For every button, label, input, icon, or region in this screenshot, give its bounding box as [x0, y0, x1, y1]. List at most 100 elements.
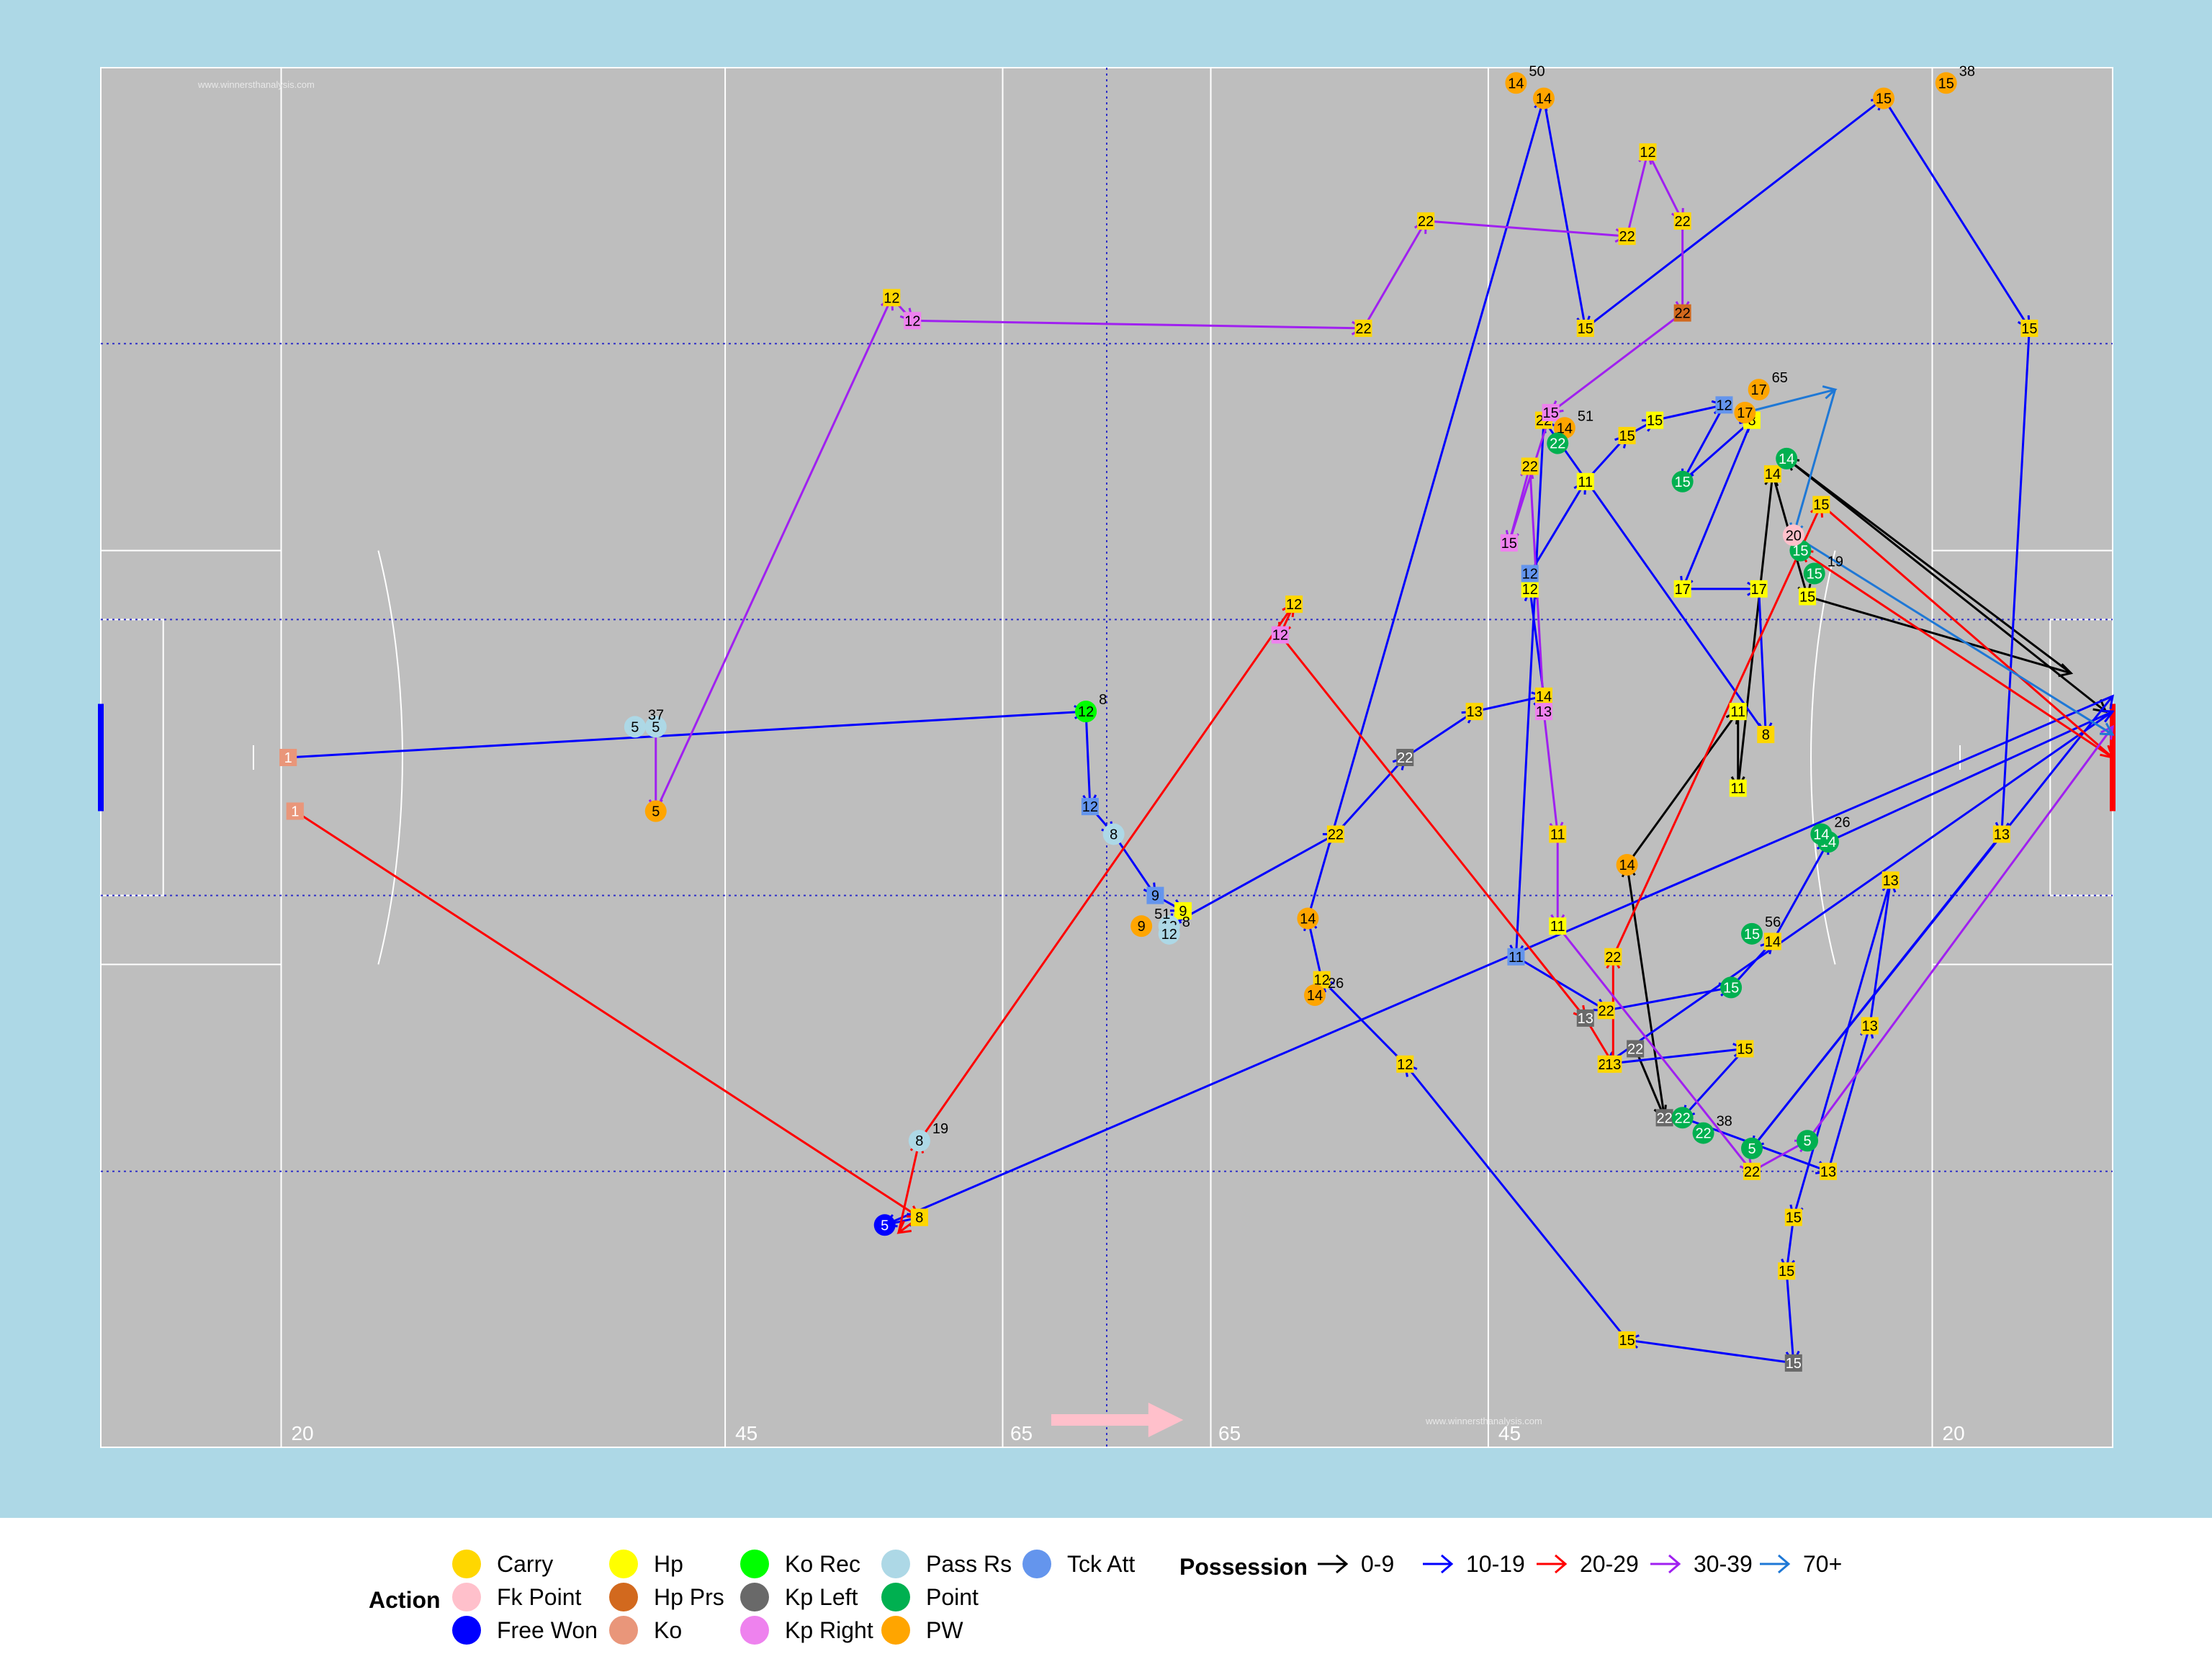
path-1-seg-7: [1334, 756, 1406, 835]
legend-label: Free Won: [497, 1617, 598, 1643]
mark-1-33-dot: [1861, 1017, 1879, 1035]
legend-swatch: [740, 1583, 769, 1611]
zone-gridlines: [101, 68, 2113, 1447]
mark-1-46-label: 13: [1994, 827, 2010, 842]
legend-label: 10-19: [1466, 1550, 1525, 1577]
distance-label-2: 65: [1010, 1422, 1033, 1444]
mark-3-16-dot: [1743, 1162, 1761, 1180]
mark-1-10-dot: [1534, 687, 1552, 705]
mark-1-3-dot: [1102, 823, 1125, 845]
path-2-seg-0: [294, 810, 920, 1218]
path-1-seg-1: [1084, 711, 1092, 807]
mark-3-8-dot: [1673, 212, 1691, 230]
mark-1-15-dot: [1646, 411, 1664, 429]
marker-3-note: 8: [1182, 914, 1190, 930]
distance-label-4: 45: [1498, 1422, 1521, 1444]
mark-1-33-label: 13: [1862, 1019, 1878, 1035]
distance-label-3: 65: [1218, 1422, 1241, 1444]
legend-action-hp-prs: Hp Prs: [609, 1583, 724, 1611]
marker-1-dot: [1075, 701, 1097, 723]
marker-4-dot: [908, 1130, 930, 1152]
path-1-seg-43: [1584, 97, 1884, 330]
marker-2-label: 9: [1138, 919, 1146, 935]
legend-possession-70-: 70+: [1757, 1550, 1842, 1578]
marker-14-label: 14: [1307, 988, 1323, 1004]
path-4-arrow-2: [2099, 722, 2115, 736]
mark-1-16-label: 12: [1716, 397, 1732, 413]
marker-5-label: 14: [1508, 76, 1524, 91]
distance-label-0: 20: [291, 1422, 313, 1444]
marker-15-dot: [279, 749, 297, 766]
marker-8-label: 14: [1557, 421, 1573, 436]
legend-label: Ko Rec: [785, 1550, 860, 1577]
legend-swatch: [452, 1583, 481, 1611]
left-arc: [377, 550, 403, 965]
marker-1-label: 12: [1078, 704, 1094, 720]
path-1-seg-45: [2000, 328, 2031, 835]
mark-3-13-dot: [1534, 703, 1552, 721]
path-1-seg-37: [1627, 1339, 1794, 1364]
marker-10-note: 19: [1827, 554, 1843, 570]
mark-3-10-dot: [1542, 404, 1560, 421]
path-1-seg-21: [1542, 419, 1767, 735]
mark-2-9-dot: [1812, 495, 1830, 513]
legend-swatch: [881, 1616, 910, 1645]
mark-2-8-dot: [1604, 948, 1622, 966]
path-3-seg-1: [655, 297, 893, 812]
marker-6-note: 38: [1959, 63, 1975, 79]
path-1-seg-48: [884, 695, 2113, 1226]
mark-1-13-dot: [1576, 472, 1594, 490]
mark-1-31-label: 22: [1675, 1110, 1691, 1126]
marker-13-label: 22: [1695, 1126, 1711, 1142]
marker-2-note: 51: [1154, 907, 1170, 922]
path-0-seg-6: [1807, 595, 2072, 675]
mark-3-12-dot: [1521, 457, 1539, 475]
legend-label: 30-39: [1694, 1550, 1753, 1577]
path-1-seg-27: [1827, 710, 2113, 843]
mark-1-32-dot: [1819, 1162, 1837, 1180]
mark-3-16-label: 22: [1744, 1164, 1760, 1180]
mark-2-5-dot: [1271, 626, 1289, 644]
mark-1-20-label: 17: [1751, 582, 1767, 598]
mark-1-32-label: 13: [1820, 1164, 1836, 1180]
distance-label-1: 45: [735, 1422, 757, 1444]
mark-1-5-label: 9: [1179, 904, 1187, 920]
mark-0-8-label: 14: [1779, 451, 1794, 467]
marker-0-label: 5: [631, 719, 639, 735]
path-4-seg-1: [1792, 389, 1837, 536]
mark-1-10-label: 14: [1536, 689, 1552, 705]
mark-2-6-dot: [1576, 1009, 1594, 1027]
mark-2-1-dot: [910, 1208, 928, 1226]
path-1-seg-16: [1681, 404, 1725, 482]
marker-10-label: 15: [1807, 567, 1822, 583]
legend-action-title: Action: [369, 1587, 441, 1613]
legend-action-kp-left: Kp Left: [740, 1583, 858, 1611]
mark-2-4-label: 12: [1286, 597, 1302, 613]
legend-swatch: [452, 1616, 481, 1645]
mark-3-17-dot: [1797, 1130, 1819, 1152]
mark-1-47-label: 5: [1748, 1141, 1755, 1157]
path-1-seg-15: [1654, 403, 1725, 422]
mark-2-7-dot: [1604, 1055, 1622, 1073]
legend-action-pw: PW: [881, 1616, 963, 1645]
legend-arrow-path: [1318, 1554, 1349, 1574]
mark-1-45-dot: [2020, 319, 2038, 337]
path-3-seg-3: [912, 319, 1364, 330]
mark-1-37-dot: [1784, 1354, 1802, 1372]
legend-swatch: [740, 1616, 769, 1645]
mark-1-4-label: 9: [1151, 889, 1159, 904]
legend-label: Fk Point: [497, 1583, 582, 1610]
path-1-seg-18: [1681, 420, 1753, 590]
mark-1-11-label: 12: [1522, 582, 1538, 598]
legend-action-point: Point: [881, 1583, 979, 1611]
marker-7-dot: [1748, 379, 1770, 401]
marker-3-dot: [1158, 922, 1180, 945]
path-1-seg-42: [1542, 98, 1587, 329]
legend-label: 20-29: [1580, 1550, 1639, 1577]
marker-12-dot: [1741, 922, 1763, 945]
mark-1-37-label: 15: [1786, 1356, 1802, 1372]
mark-3-11-label: 15: [1501, 536, 1517, 552]
mark-1-36-label: 15: [1779, 1264, 1794, 1280]
path-4-seg-0: [1745, 388, 1835, 414]
legend-arrow-icon: [1423, 1554, 1454, 1574]
